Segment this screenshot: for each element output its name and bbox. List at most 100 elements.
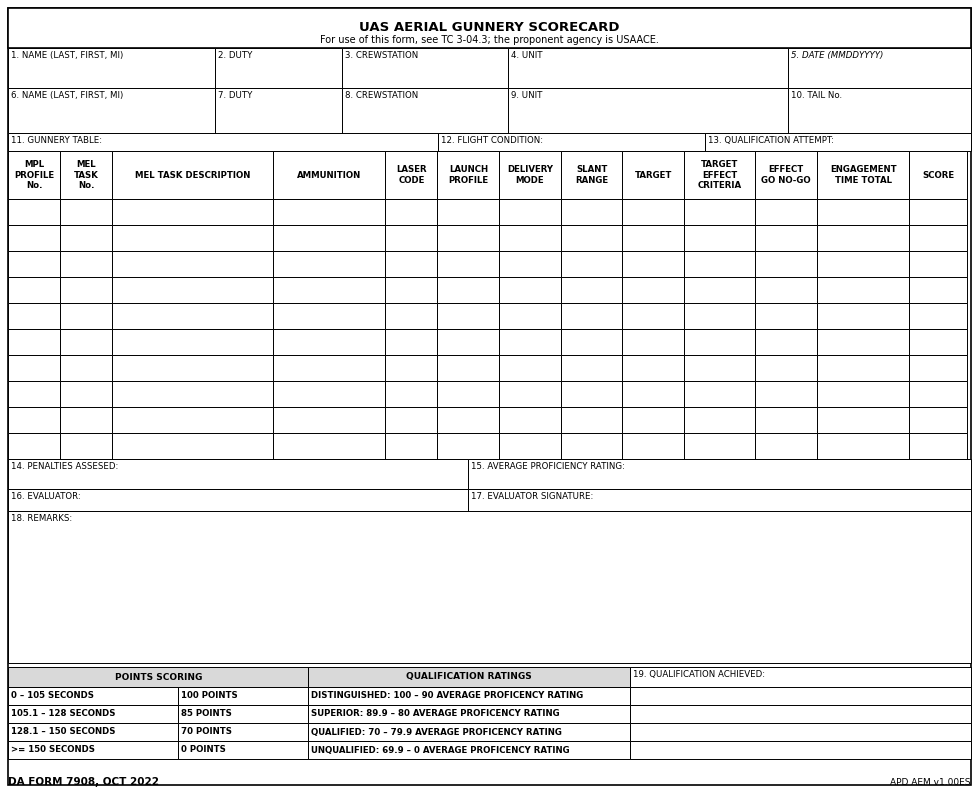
Bar: [8, 741, 178, 759]
Bar: [467, 489, 970, 511]
Text: APD AEM v1.00ES: APD AEM v1.00ES: [890, 778, 970, 787]
Text: ENGAGEMENT
TIME TOTAL: ENGAGEMENT TIME TOTAL: [829, 165, 896, 185]
Bar: [684, 199, 754, 225]
Bar: [684, 329, 754, 355]
Bar: [385, 381, 437, 407]
Text: UAS AERIAL GUNNERY SCORECARD: UAS AERIAL GUNNERY SCORECARD: [359, 21, 619, 34]
Bar: [437, 199, 499, 225]
Bar: [560, 433, 622, 459]
Bar: [437, 433, 499, 459]
Text: 6. NAME (LAST, FIRST, MI): 6. NAME (LAST, FIRST, MI): [11, 91, 123, 100]
Bar: [754, 151, 816, 199]
Bar: [8, 329, 60, 355]
Bar: [8, 199, 60, 225]
Bar: [111, 407, 273, 433]
Bar: [437, 381, 499, 407]
Bar: [273, 381, 385, 407]
Bar: [684, 407, 754, 433]
Bar: [8, 225, 60, 251]
Text: SUPERIOR: 89.9 – 80 AVERAGE PROFICENCY RATING: SUPERIOR: 89.9 – 80 AVERAGE PROFICENCY R…: [311, 710, 559, 718]
Bar: [816, 355, 909, 381]
Text: 5. DATE (MMDDYYYY): 5. DATE (MMDDYYYY): [790, 51, 882, 60]
Bar: [8, 151, 60, 199]
Bar: [60, 381, 111, 407]
Bar: [630, 705, 970, 723]
Bar: [60, 433, 111, 459]
Text: 0 – 105 SECONDS: 0 – 105 SECONDS: [11, 691, 94, 700]
Bar: [816, 329, 909, 355]
Bar: [499, 199, 560, 225]
Text: 100 POINTS: 100 POINTS: [181, 691, 238, 700]
Bar: [60, 151, 111, 199]
Bar: [8, 8, 970, 48]
Bar: [499, 381, 560, 407]
Bar: [385, 329, 437, 355]
Bar: [560, 225, 622, 251]
Bar: [273, 355, 385, 381]
Bar: [437, 407, 499, 433]
Text: 14. PENALTIES ASSESED:: 14. PENALTIES ASSESED:: [11, 462, 118, 471]
Text: MEL TASK DESCRIPTION: MEL TASK DESCRIPTION: [135, 170, 249, 179]
Bar: [60, 407, 111, 433]
Bar: [437, 251, 499, 277]
Bar: [684, 355, 754, 381]
Bar: [8, 723, 178, 741]
Bar: [816, 151, 909, 199]
Bar: [385, 407, 437, 433]
Text: 11. GUNNERY TABLE:: 11. GUNNERY TABLE:: [11, 136, 102, 145]
Bar: [499, 303, 560, 329]
Bar: [178, 741, 308, 759]
Bar: [560, 199, 622, 225]
Bar: [499, 329, 560, 355]
Bar: [909, 151, 966, 199]
Text: 4. UNIT: 4. UNIT: [511, 51, 542, 60]
Bar: [499, 277, 560, 303]
Bar: [754, 225, 816, 251]
Bar: [816, 225, 909, 251]
Bar: [684, 381, 754, 407]
Bar: [816, 433, 909, 459]
Text: SCORE: SCORE: [921, 170, 954, 179]
Bar: [467, 459, 970, 489]
Bar: [508, 88, 787, 133]
Bar: [787, 48, 970, 88]
Text: 18. REMARKS:: 18. REMARKS:: [11, 514, 72, 523]
Text: 13. QUALIFICATION ATTEMPT:: 13. QUALIFICATION ATTEMPT:: [707, 136, 833, 145]
Bar: [437, 151, 499, 199]
Bar: [560, 355, 622, 381]
Bar: [499, 225, 560, 251]
Text: EFFECT
GO NO-GO: EFFECT GO NO-GO: [761, 165, 810, 185]
Bar: [308, 723, 630, 741]
Bar: [622, 199, 684, 225]
Bar: [499, 407, 560, 433]
Bar: [111, 251, 273, 277]
Bar: [754, 433, 816, 459]
Bar: [684, 251, 754, 277]
Bar: [8, 303, 60, 329]
Bar: [273, 199, 385, 225]
Text: 3. CREWSTATION: 3. CREWSTATION: [345, 51, 418, 60]
Text: For use of this form, see TC 3-04.3; the proponent agency is USAACE.: For use of this form, see TC 3-04.3; the…: [320, 35, 658, 45]
Bar: [8, 88, 215, 133]
Bar: [499, 151, 560, 199]
Text: 19. QUALIFICATION ACHIEVED:: 19. QUALIFICATION ACHIEVED:: [633, 670, 765, 679]
Bar: [273, 225, 385, 251]
Bar: [684, 433, 754, 459]
Bar: [437, 329, 499, 355]
Text: 70 POINTS: 70 POINTS: [181, 727, 232, 737]
Bar: [622, 407, 684, 433]
Bar: [8, 251, 60, 277]
Text: DA FORM 7908, OCT 2022: DA FORM 7908, OCT 2022: [8, 777, 158, 787]
Text: 15. AVERAGE PROFICIENCY RATING:: 15. AVERAGE PROFICIENCY RATING:: [470, 462, 625, 471]
Bar: [816, 277, 909, 303]
Bar: [909, 303, 966, 329]
Bar: [754, 303, 816, 329]
Bar: [111, 151, 273, 199]
Bar: [111, 355, 273, 381]
Bar: [816, 303, 909, 329]
Bar: [684, 303, 754, 329]
Bar: [8, 687, 178, 705]
Bar: [754, 251, 816, 277]
Bar: [111, 303, 273, 329]
Bar: [909, 329, 966, 355]
